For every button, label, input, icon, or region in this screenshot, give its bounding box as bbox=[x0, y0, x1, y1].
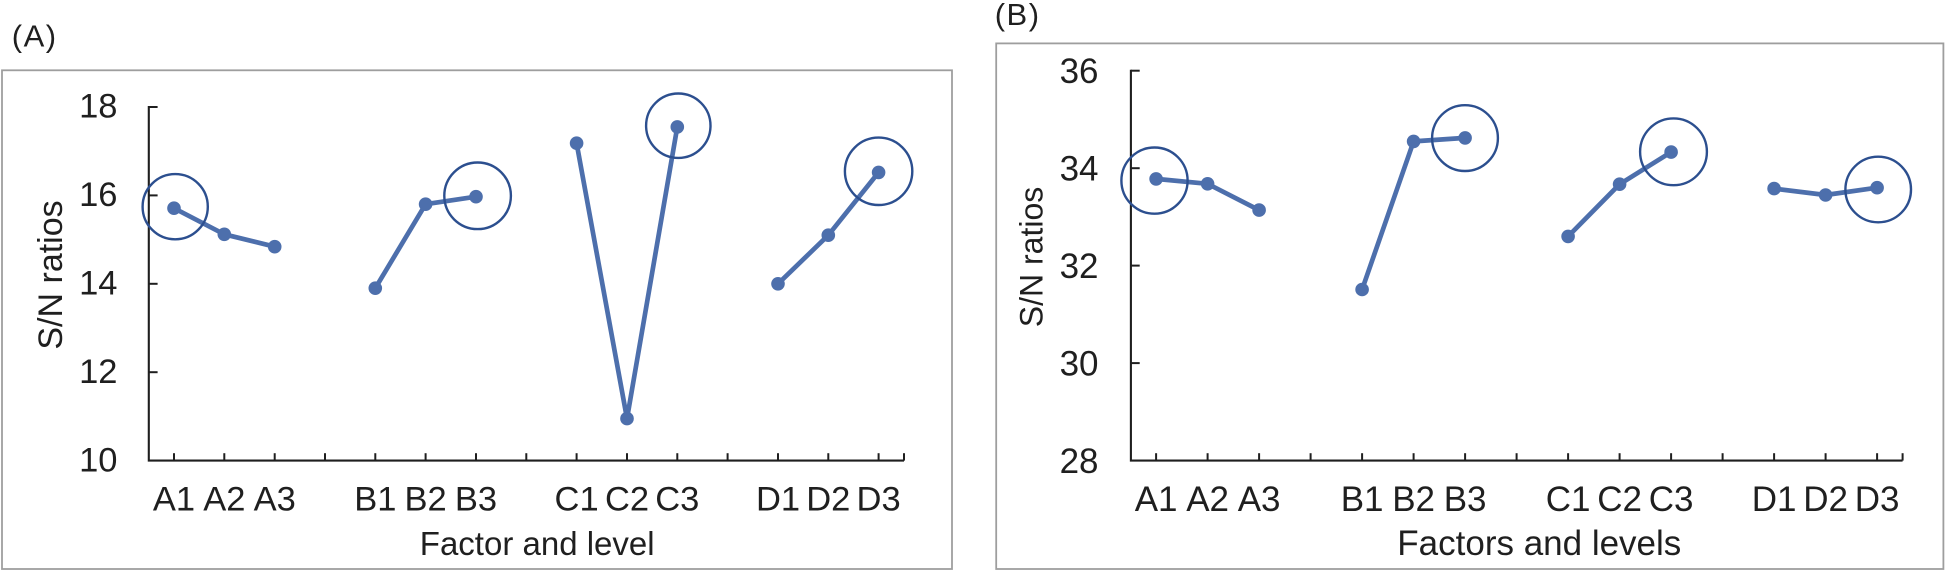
svg-text:C1: C1 bbox=[1546, 480, 1591, 519]
svg-text:34: 34 bbox=[1060, 150, 1099, 189]
svg-text:30: 30 bbox=[1060, 344, 1099, 383]
svg-text:D3: D3 bbox=[857, 480, 901, 518]
svg-text:B3: B3 bbox=[1444, 480, 1487, 519]
svg-text:18: 18 bbox=[79, 88, 117, 126]
svg-text:A2: A2 bbox=[203, 480, 245, 518]
svg-text:C1: C1 bbox=[555, 480, 599, 518]
svg-text:C3: C3 bbox=[1649, 480, 1694, 519]
svg-text:C2: C2 bbox=[1597, 480, 1642, 519]
svg-text:A3: A3 bbox=[1238, 480, 1281, 519]
svg-text:(A): (A) bbox=[12, 18, 58, 53]
svg-text:A2: A2 bbox=[1186, 480, 1229, 519]
svg-text:Factor and level: Factor and level bbox=[420, 525, 655, 562]
svg-text:C3: C3 bbox=[655, 480, 699, 518]
svg-text:16: 16 bbox=[79, 176, 117, 214]
svg-text:D2: D2 bbox=[806, 480, 850, 518]
svg-text:Factors and levels: Factors and levels bbox=[1397, 524, 1681, 563]
svg-text:A1: A1 bbox=[1135, 480, 1178, 519]
svg-text:B1: B1 bbox=[354, 480, 396, 518]
svg-text:D2: D2 bbox=[1803, 480, 1848, 519]
svg-text:B2: B2 bbox=[1392, 480, 1435, 519]
svg-text:10: 10 bbox=[79, 441, 117, 479]
svg-text:S/N ratios: S/N ratios bbox=[32, 200, 70, 349]
svg-text:12: 12 bbox=[79, 353, 117, 391]
svg-text:B2: B2 bbox=[404, 480, 446, 518]
svg-text:(B): (B) bbox=[995, 0, 1041, 32]
svg-text:D3: D3 bbox=[1855, 480, 1900, 519]
svg-text:A1: A1 bbox=[153, 480, 195, 518]
svg-text:B3: B3 bbox=[455, 480, 497, 518]
svg-text:14: 14 bbox=[79, 265, 117, 303]
svg-text:28: 28 bbox=[1060, 442, 1099, 481]
svg-text:S/N ratios: S/N ratios bbox=[1014, 187, 1050, 327]
svg-text:D1: D1 bbox=[1752, 480, 1797, 519]
svg-text:32: 32 bbox=[1060, 247, 1099, 286]
svg-text:D1: D1 bbox=[756, 480, 800, 518]
svg-text:C2: C2 bbox=[605, 480, 649, 518]
svg-text:A3: A3 bbox=[254, 480, 296, 518]
svg-text:B1: B1 bbox=[1341, 480, 1384, 519]
svg-text:36: 36 bbox=[1060, 52, 1099, 91]
